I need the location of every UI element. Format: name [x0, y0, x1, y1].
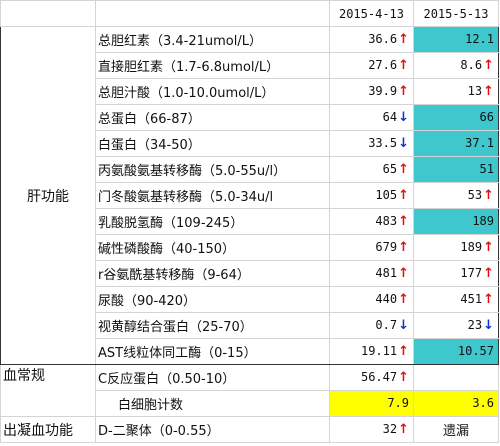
arrow-down-icon: ↓: [398, 318, 409, 333]
item-cell[interactable]: 乳酸脱氢酶（109-245）: [95, 208, 330, 235]
value-cell-2[interactable]: 451↑: [413, 286, 499, 313]
arrow-up-icon: ↑: [483, 58, 494, 73]
value-cell-2[interactable]: 189↑: [413, 234, 499, 261]
value-cell-2[interactable]: 8.6↑: [413, 52, 499, 79]
table-row: 尿酸（90-420） 440↑ 451↑: [1, 286, 499, 313]
arrow-up-icon: ↑: [398, 422, 409, 437]
table-row: r谷氨酰基转移酶（9-64） 481↑ 177↑: [1, 260, 499, 287]
value-cell-1[interactable]: 19.11↑: [329, 338, 414, 365]
item-cell[interactable]: 直接胆红素（1.7-6.8umol/L）: [95, 52, 330, 79]
arrow-up-icon: ↑: [398, 214, 409, 229]
value-cell-1[interactable]: 65↑: [329, 156, 414, 183]
category-liver[interactable]: 肝功能: [0, 26, 96, 365]
value-cell-2[interactable]: 66: [413, 104, 499, 131]
item-cell[interactable]: 丙氨酸氨基转移酶（5.0-55u/l）: [95, 156, 330, 183]
value-cell-2[interactable]: 189: [413, 208, 499, 235]
table-row: 丙氨酸氨基转移酶（5.0-55u/l） 65↑ 51: [1, 156, 499, 183]
arrow-down-icon: ↓: [483, 318, 494, 333]
item-cell[interactable]: C反应蛋白（0.50-10）: [95, 364, 330, 391]
arrow-up-icon: ↑: [398, 84, 409, 99]
value-cell-1[interactable]: 7.9: [329, 390, 414, 417]
value-cell-2[interactable]: 53↑: [413, 182, 499, 209]
value-cell-1[interactable]: 56.47↑: [329, 364, 414, 391]
item-cell[interactable]: 总胆汁酸（1.0-10.0umol/L）: [95, 78, 330, 105]
arrow-up-icon: ↑: [398, 240, 409, 255]
item-cell[interactable]: r谷氨酰基转移酶（9-64）: [95, 260, 330, 287]
arrow-up-icon: ↑: [483, 188, 494, 203]
value-cell-2[interactable]: 12.1: [413, 26, 499, 53]
value-cell-1[interactable]: 0.7↓: [329, 312, 414, 339]
arrow-up-icon: ↑: [483, 292, 494, 307]
table-row: 直接胆红素（1.7-6.8umol/L） 27.6↑ 8.6↑: [1, 52, 499, 79]
arrow-up-icon: ↑: [398, 370, 409, 385]
arrow-up-icon: ↑: [483, 84, 494, 99]
item-cell[interactable]: AST线粒体同工酶（0-15）: [95, 338, 330, 365]
category-blood[interactable]: 血常规: [0, 364, 96, 417]
table-row: 视黄醇结合蛋白（25-70） 0.7↓ 23↓: [1, 312, 499, 339]
item-cell[interactable]: 门冬酸氨基转移酶（5.0-34u/l: [95, 182, 330, 209]
value-cell-1[interactable]: 481↑: [329, 260, 414, 287]
table-row: 乳酸脱氢酶（109-245） 483↑ 189: [1, 208, 499, 235]
arrow-down-icon: ↓: [398, 110, 409, 125]
item-cell[interactable]: 白细胞计数: [95, 390, 330, 417]
item-cell[interactable]: 尿酸（90-420）: [95, 286, 330, 313]
arrow-up-icon: ↑: [398, 58, 409, 73]
value-cell-1[interactable]: 679↑: [329, 234, 414, 261]
date-header-2[interactable]: 2015-5-13: [413, 0, 499, 27]
table-row: 血常规 C反应蛋白（0.50-10） 56.47↑: [0, 364, 499, 417]
table-row: 白蛋白（34-50） 33.5↓ 37.1: [1, 130, 499, 157]
date-header-1[interactable]: 2015-4-13: [329, 0, 414, 27]
table-row: 门冬酸氨基转移酶（5.0-34u/l 105↑ 53↑: [1, 182, 499, 209]
value-cell-1[interactable]: 105↑: [329, 182, 414, 209]
value-cell-1[interactable]: 32↑: [329, 416, 414, 443]
value-cell-2[interactable]: 37.1: [413, 130, 499, 157]
value-cell-2[interactable]: 23↓: [413, 312, 499, 339]
value-cell-2[interactable]: 51: [413, 156, 499, 183]
value-cell-1[interactable]: 33.5↓: [329, 130, 414, 157]
arrow-up-icon: ↑: [398, 32, 409, 47]
value-cell-1[interactable]: 440↑: [329, 286, 414, 313]
value-cell-2[interactable]: 3.6: [413, 390, 499, 417]
value-cell-1[interactable]: 36.6↑: [329, 26, 414, 53]
arrow-up-icon: ↑: [483, 240, 494, 255]
arrow-up-icon: ↑: [398, 188, 409, 203]
item-cell[interactable]: 视黄醇结合蛋白（25-70）: [95, 312, 330, 339]
arrow-down-icon: ↓: [398, 136, 409, 151]
value-cell-2[interactable]: 10.57: [413, 338, 499, 365]
item-cell[interactable]: 总胆红素（3.4-21umol/L）: [95, 26, 330, 53]
value-cell-2[interactable]: [413, 364, 499, 391]
value-cell-1[interactable]: 39.9↑: [329, 78, 414, 105]
arrow-up-icon: ↑: [398, 344, 409, 359]
header-row: 2015-4-13 2015-5-13: [0, 0, 499, 27]
value-cell-2[interactable]: 遗漏: [413, 416, 499, 443]
corner-cell[interactable]: [0, 0, 96, 27]
value-cell-2[interactable]: 177↑: [413, 260, 499, 287]
arrow-up-icon: ↑: [398, 266, 409, 281]
header-item-cell[interactable]: [95, 0, 330, 27]
arrow-up-icon: ↑: [398, 292, 409, 307]
item-cell[interactable]: 碱性磷酸酶（40-150）: [95, 234, 330, 261]
table-row: 白细胞计数 7.9 3.6: [1, 390, 499, 417]
category-coag[interactable]: 出凝血功能: [0, 416, 96, 443]
arrow-up-icon: ↑: [398, 162, 409, 177]
table-row: 总蛋白（66-87） 64↓ 66: [1, 104, 499, 131]
value-cell-1[interactable]: 27.6↑: [329, 52, 414, 79]
item-cell[interactable]: 总蛋白（66-87）: [95, 104, 330, 131]
table-row: 肝功能 总胆红素（3.4-21umol/L） 36.6↑ 12.1: [0, 26, 499, 365]
value-cell-1[interactable]: 483↑: [329, 208, 414, 235]
item-cell[interactable]: D-二聚体（0-0.55）: [95, 416, 330, 443]
value-cell-1[interactable]: 64↓: [329, 104, 414, 131]
table-row: 出凝血功能 D-二聚体（0-0.55） 32↑ 遗漏: [0, 416, 499, 443]
item-cell[interactable]: 白蛋白（34-50）: [95, 130, 330, 157]
table-row: 总胆汁酸（1.0-10.0umol/L） 39.9↑ 13↑: [1, 78, 499, 105]
arrow-up-icon: ↑: [483, 266, 494, 281]
value-cell-2[interactable]: 13↑: [413, 78, 499, 105]
